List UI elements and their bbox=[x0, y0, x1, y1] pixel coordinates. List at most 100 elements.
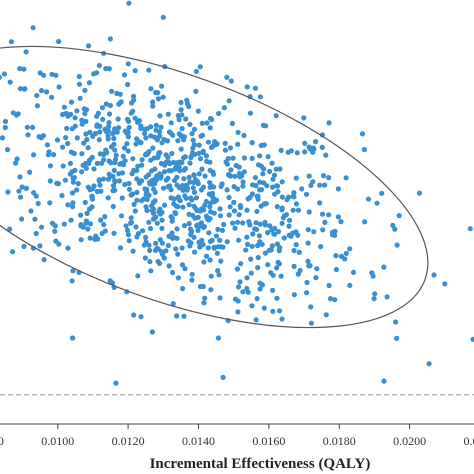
scatter-point bbox=[99, 160, 105, 166]
scatter-point bbox=[193, 88, 199, 94]
scatter-point bbox=[187, 179, 193, 185]
scatter-point bbox=[306, 173, 312, 179]
scatter-point bbox=[199, 206, 205, 212]
scatter-point bbox=[245, 241, 251, 247]
scatter-point bbox=[32, 216, 38, 222]
scatter-point bbox=[249, 155, 255, 161]
scatter-point bbox=[268, 270, 274, 276]
scatter-point bbox=[244, 234, 250, 240]
scatter-point bbox=[333, 253, 339, 259]
scatter-point bbox=[91, 166, 97, 172]
scatter-point bbox=[350, 269, 357, 275]
scatter-point bbox=[110, 203, 116, 210]
scatter-point bbox=[89, 196, 96, 202]
scatter-point bbox=[189, 271, 195, 277]
scatter-point bbox=[91, 71, 97, 77]
scatter-point bbox=[332, 232, 338, 238]
scatter-point bbox=[198, 220, 204, 226]
scatter-point bbox=[117, 161, 123, 167]
scatter-point bbox=[175, 251, 181, 257]
scatter-point bbox=[16, 188, 22, 194]
scatter-point bbox=[308, 320, 314, 326]
scatter-point bbox=[143, 191, 149, 197]
scatter-point bbox=[153, 122, 159, 128]
scatter-point bbox=[267, 168, 273, 175]
scatter-point bbox=[100, 116, 106, 122]
scatter-point bbox=[281, 235, 287, 241]
scatter-point bbox=[0, 74, 2, 80]
scatter-point bbox=[62, 177, 68, 183]
scatter-point bbox=[214, 141, 220, 147]
scatter-point bbox=[130, 191, 136, 197]
scatter-point bbox=[221, 105, 227, 111]
x-tick-label: 0.0120 bbox=[112, 434, 145, 448]
scatter-point bbox=[24, 124, 30, 130]
scatter-point bbox=[181, 176, 187, 182]
scatter-point bbox=[199, 132, 206, 138]
scatter-point bbox=[157, 237, 163, 243]
scatter-point bbox=[268, 247, 274, 253]
scatter-point bbox=[177, 159, 183, 165]
scatter-point bbox=[178, 146, 184, 152]
scatter-point bbox=[208, 273, 214, 279]
scatter-point bbox=[211, 210, 217, 216]
scatter-point bbox=[87, 129, 93, 135]
scatter-point bbox=[79, 117, 85, 123]
scatter-point bbox=[231, 208, 238, 214]
scatter-point bbox=[224, 74, 230, 80]
scatter-point bbox=[426, 361, 432, 367]
scatter-point bbox=[254, 193, 260, 199]
scatter-point bbox=[317, 200, 323, 206]
scatter-point bbox=[41, 257, 47, 263]
scatter-point bbox=[157, 113, 163, 119]
scatter-point bbox=[34, 103, 41, 109]
scatter-point bbox=[69, 278, 75, 284]
scatter-point bbox=[90, 186, 96, 192]
scatter-point bbox=[226, 98, 232, 104]
scatter-point bbox=[263, 123, 269, 129]
scatter-point bbox=[175, 194, 181, 200]
scatter-point bbox=[103, 101, 109, 107]
scatter-point bbox=[163, 159, 169, 165]
scatter-point bbox=[172, 210, 178, 216]
scatter-point bbox=[183, 195, 189, 201]
scatter-point bbox=[302, 149, 308, 155]
scatter-point bbox=[94, 113, 100, 119]
scatter-point bbox=[22, 86, 28, 92]
scatter-point bbox=[106, 120, 112, 126]
scatter-point bbox=[295, 207, 301, 213]
scatter-point bbox=[170, 301, 176, 307]
scatter-point bbox=[89, 154, 95, 160]
scatter-point bbox=[220, 374, 226, 380]
scatter-point bbox=[8, 39, 14, 45]
scatter-point bbox=[153, 240, 159, 246]
scatter-point bbox=[113, 380, 119, 386]
scatter-point bbox=[342, 256, 348, 262]
scatter-point bbox=[278, 147, 284, 153]
scatter-point bbox=[188, 195, 194, 201]
scatter-point bbox=[106, 111, 113, 117]
scatter-point bbox=[49, 220, 56, 226]
scatter-point bbox=[148, 133, 154, 139]
scatter-point bbox=[190, 137, 196, 143]
scatter-point bbox=[219, 227, 225, 233]
scatter-point bbox=[184, 185, 191, 192]
scatter-point bbox=[247, 222, 253, 228]
scatter-point bbox=[245, 289, 251, 295]
scatter-point bbox=[279, 194, 285, 200]
scatter-point bbox=[301, 115, 307, 121]
scatter-point bbox=[138, 314, 144, 320]
scatter-point bbox=[159, 83, 165, 89]
scatter-point bbox=[205, 139, 211, 145]
scatter-point bbox=[307, 263, 313, 269]
scatter-point bbox=[361, 146, 367, 153]
scatter-point bbox=[188, 232, 194, 238]
scatter-point bbox=[65, 140, 71, 147]
scatter-point bbox=[28, 208, 34, 214]
scatter-point bbox=[226, 194, 232, 201]
scatter-point bbox=[86, 80, 92, 86]
scatter-point bbox=[257, 179, 263, 185]
scatter-point bbox=[327, 296, 334, 302]
scatter-point bbox=[144, 126, 150, 132]
